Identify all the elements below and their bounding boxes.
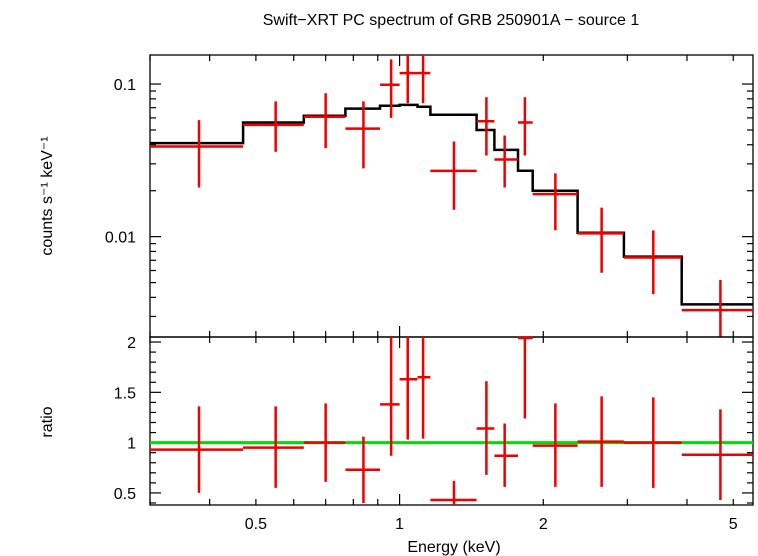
y-tick-label: 1 [127, 436, 136, 453]
ratio-point [243, 406, 304, 488]
data-point [345, 101, 381, 169]
chart-title: Swift−XRT PC spectrum of GRB 250901A − s… [263, 12, 640, 29]
data-point [623, 230, 682, 295]
y-tick-label: 0.01 [105, 230, 136, 247]
data-point [681, 279, 753, 337]
data-point [243, 101, 304, 152]
data-point [303, 93, 346, 149]
y-tick-label: 0.1 [114, 77, 136, 94]
x-tick-label: 5 [729, 516, 738, 533]
ratio-point [476, 381, 495, 475]
data-point [517, 97, 533, 156]
y-tick-label: 1.5 [114, 385, 136, 402]
y-tick-label: 2 [127, 335, 136, 352]
model-line [150, 103, 753, 306]
ratio-point [577, 396, 624, 487]
x-axis-label: Energy (keV) [407, 539, 500, 556]
ratio-point [494, 423, 518, 487]
data-point [532, 173, 578, 231]
ratio-point [532, 403, 578, 487]
spectrum-panel: 0.1 0.01 [105, 54, 754, 338]
y-axis-label-ratio: ratio [39, 406, 56, 437]
ratio-panel: 0.5 1 1.5 2 0.5 1 2 5 [114, 335, 754, 533]
ratio-point [623, 397, 682, 488]
ratio-point [380, 337, 400, 456]
data-point [476, 97, 495, 156]
plot-frame [149, 336, 754, 506]
y-tick-label: 0.5 [114, 486, 136, 503]
x-tick-label: 0.5 [245, 516, 267, 533]
ratio-point [417, 337, 431, 439]
x-tick-label: 2 [539, 516, 548, 533]
ratio-point [345, 436, 381, 503]
data-point [430, 141, 477, 210]
ratio-point [430, 480, 477, 505]
ratio-point [681, 409, 753, 500]
x-tick-label: 1 [395, 516, 404, 533]
plot-frame [149, 54, 754, 338]
data-point [417, 55, 431, 104]
data-point [380, 59, 400, 118]
ratio-point [517, 336, 533, 419]
data-point [150, 120, 244, 188]
data-point [494, 135, 518, 188]
data-point [577, 207, 624, 273]
ratio-point [150, 406, 244, 493]
ratio-point [399, 337, 418, 440]
y-axis-label-counts: counts s⁻¹ keV⁻¹ [39, 136, 56, 255]
data-point [399, 55, 418, 104]
ratio-point [303, 403, 346, 482]
